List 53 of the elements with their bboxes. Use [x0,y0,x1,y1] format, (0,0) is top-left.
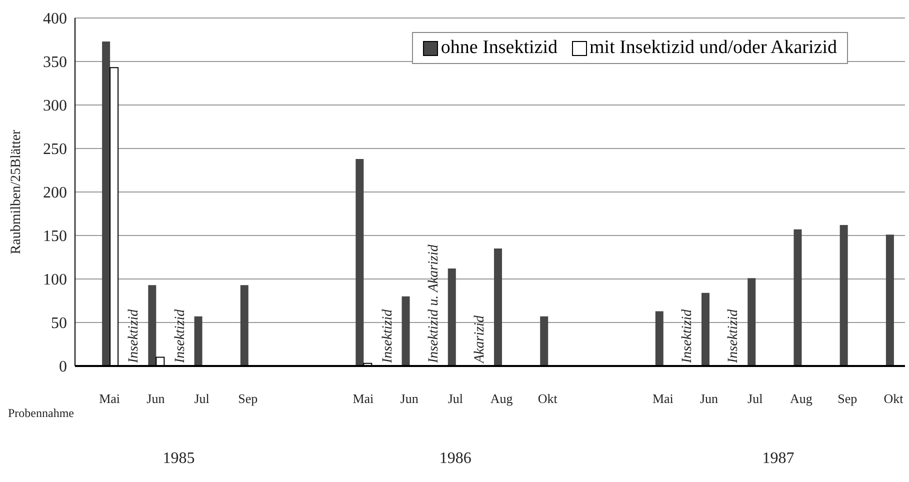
bar [194,316,202,366]
y-tick-label: 250 [43,141,67,158]
annotation: Insektizid [126,308,142,364]
text: 1987 [761,450,796,468]
y-tick-label: 100 [43,272,67,289]
y-axis-title: Raubmilben/25Blätter [8,129,24,254]
x-tick-label: Sep [238,391,258,406]
x-tick-label: Okt [538,391,558,406]
bar [356,158,364,366]
x-tick-label: Aug [490,391,514,406]
x-tick-label: Jul [194,391,210,406]
y-tick-label: 50 [51,315,67,332]
bar [794,229,802,366]
bar [448,268,456,366]
text: 1986 [438,450,472,468]
bar [840,225,848,366]
annotation: Akarizid [472,314,488,364]
annotation: Insektizid [680,308,695,364]
y-tick-label: 350 [43,54,67,72]
legend-label: mit Insektizid und/oder Akarizid [588,37,837,59]
y-tick-label: 300 [43,98,67,115]
x-tick-label: Mai [99,391,120,406]
bar [540,316,548,366]
x-tick-label: Jun [700,391,719,406]
annotation: Insektizid [726,308,742,364]
bar [702,292,710,366]
x-tick-label: Aug [790,391,813,406]
x-tick-label: Mai [352,391,374,406]
legend-label: ohne Insektizid [440,37,558,59]
x-tick-label: Sep [838,391,858,406]
y-tick-label: 400 [43,10,67,28]
x-tick-label: Jun [146,391,166,406]
bar [748,278,756,366]
bar [402,296,410,366]
x-tick-label: Jul [448,391,464,406]
y-tick-label: 0 [59,358,67,376]
bar [494,248,502,366]
y-tick-label: 150 [43,228,67,246]
bar [102,41,110,366]
x-tick-label: Jun [400,391,419,406]
annotation: Insektizid [380,308,396,364]
bar [240,285,248,366]
x-tick-label: Jul [748,391,764,406]
y-tick-label: 200 [43,184,67,202]
bar [148,285,156,366]
x-tick-label: Mai [652,391,674,406]
annotation: Insektizid u. Akarizid [426,244,442,364]
bar [655,311,664,366]
text: 1985 [162,450,196,468]
bar [886,234,894,366]
x-tick-label: Okt [884,391,904,406]
annotation: Insektizid [172,308,188,364]
text: Probennahme [8,406,74,421]
